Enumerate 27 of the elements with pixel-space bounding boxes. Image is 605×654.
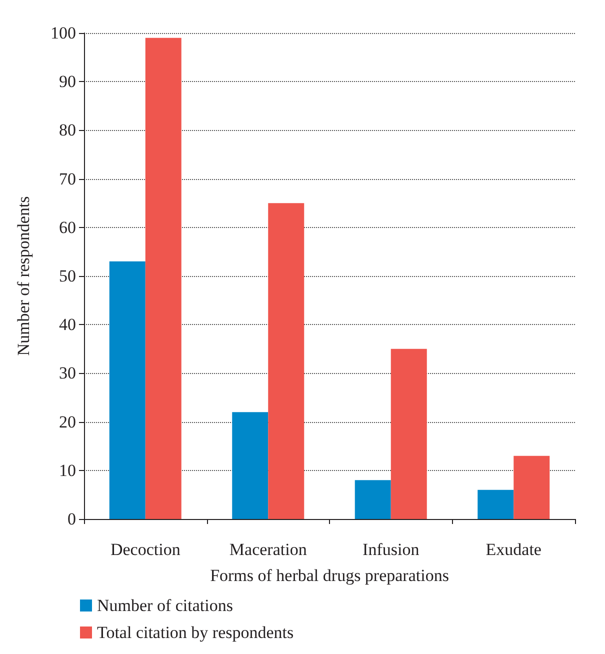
- y-tick-label: 40: [59, 315, 76, 334]
- x-tick-label: Maceration: [229, 540, 308, 559]
- bar: [268, 203, 304, 519]
- x-tick-label: Decoction: [110, 540, 181, 559]
- x-tick-label: Exudate: [486, 540, 542, 559]
- y-tick-label: 90: [59, 72, 76, 92]
- bar: [354, 480, 391, 519]
- y-tick-label: 0: [68, 510, 76, 528]
- y-tick-label: 80: [59, 120, 76, 140]
- y-tick-label: 50: [59, 266, 76, 286]
- x-axis-title: Forms of herbal drugs preparations: [210, 566, 449, 585]
- bar: [390, 348, 427, 519]
- x-tick-label: Infusion: [362, 540, 420, 559]
- legend-label: Total citation by respondents: [97, 623, 294, 642]
- y-tick-label: 30: [59, 364, 76, 383]
- bar: [109, 261, 146, 519]
- bar: [232, 412, 268, 519]
- bar: [514, 456, 550, 519]
- y-tick-label: 100: [50, 24, 76, 42]
- y-tick-label: 60: [59, 218, 76, 237]
- y-tick-label: 70: [59, 169, 76, 188]
- legend-label: Number of citations: [97, 596, 233, 615]
- y-tick-label: 10: [59, 460, 76, 480]
- bar: [145, 38, 182, 519]
- bar: [478, 490, 514, 519]
- y-tick-label: 20: [59, 412, 76, 432]
- y-axis-title: Number of respondents: [14, 196, 33, 356]
